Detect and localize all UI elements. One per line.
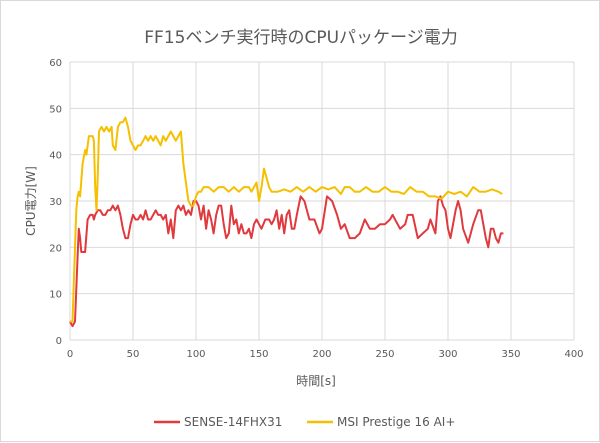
series-line-1 [70,116,503,323]
y-tick-label: 0 [56,336,62,347]
y-tick-label: 20 [49,243,62,254]
x-tick-label: 150 [249,349,268,360]
x-tick-label: 50 [127,349,140,360]
series-line-0 [69,195,504,328]
x-tick-label: 400 [564,349,583,360]
x-tick-label: 350 [501,349,520,360]
chart-title: FF15ベンチ実行時のCPUパッケージ電力 [144,28,457,48]
x-tick-label: 250 [375,349,394,360]
x-tick-label: 100 [186,349,205,360]
y-tick-label: 60 [49,58,62,69]
x-axis-label: 時間[s] [296,374,336,388]
legend-label: MSI Prestige 16 AI+ [337,415,455,429]
x-tick-label: 300 [438,349,457,360]
y-tick-label: 40 [49,151,62,162]
legend-label: SENSE-14FHX31 [184,415,282,429]
x-tick-label: 0 [67,349,73,360]
y-axis-label: CPU電力[W] [24,166,38,236]
y-tick-label: 10 [49,290,62,301]
y-tick-label: 50 [49,104,62,115]
x-tick-label: 200 [312,349,331,360]
y-tick-label: 30 [49,197,62,208]
